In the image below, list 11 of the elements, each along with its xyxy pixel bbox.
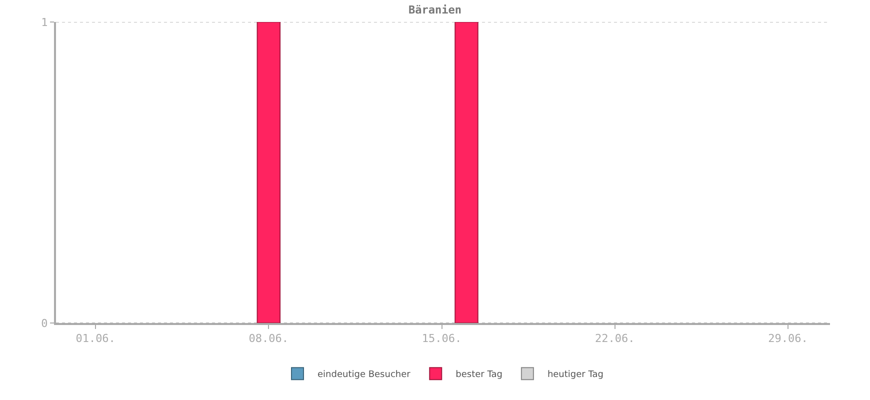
chart-title: Bäranien [408, 4, 462, 17]
legend-label: bester Tag [456, 370, 502, 380]
legend-label: heutiger Tag [547, 370, 604, 380]
y-tick-label: 0 [41, 316, 48, 330]
y-tick-label: 1 [41, 16, 48, 29]
x-tick-label: 08.06. [248, 332, 289, 346]
x-tick-label: 22.06. [594, 332, 635, 346]
x-tick-label: 29.06. [768, 332, 808, 346]
x-tick-label: 15.06. [422, 332, 462, 346]
x-tick-label: 01.06. [76, 332, 116, 346]
legend-label: eindeutige Besucher [318, 370, 411, 380]
